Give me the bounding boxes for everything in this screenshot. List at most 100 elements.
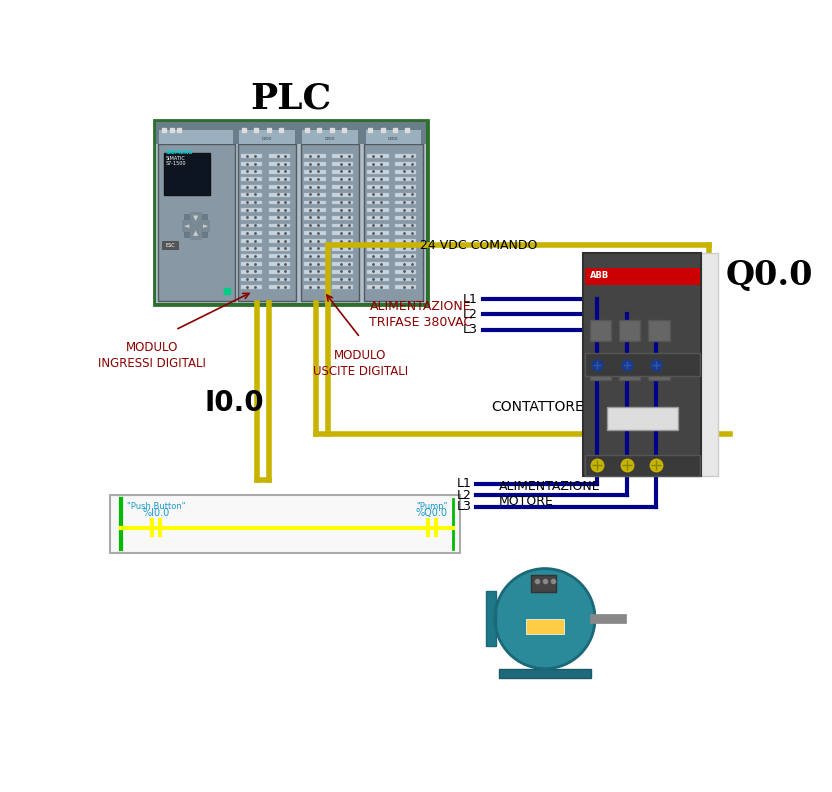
Bar <box>240 231 262 235</box>
Text: S7-1500: S7-1500 <box>166 161 186 166</box>
Bar <box>269 285 290 289</box>
Bar <box>367 200 389 204</box>
Bar <box>269 254 290 258</box>
Circle shape <box>495 569 595 668</box>
Bar <box>240 239 262 243</box>
Bar <box>367 285 389 289</box>
Text: %Q0.0: %Q0.0 <box>416 508 448 518</box>
Bar <box>302 130 358 143</box>
Bar <box>269 185 290 189</box>
Bar <box>304 177 325 181</box>
Bar <box>240 270 262 274</box>
Bar <box>590 320 612 341</box>
Bar <box>395 162 416 166</box>
Bar <box>365 130 421 143</box>
Bar <box>156 122 426 143</box>
Text: L1: L1 <box>463 292 478 306</box>
Text: "Pump": "Pump" <box>416 502 448 511</box>
Bar <box>269 277 290 281</box>
Text: "Push Button": "Push Button" <box>126 502 186 511</box>
Bar <box>531 575 556 592</box>
Bar <box>240 285 262 289</box>
Text: DI/DO: DI/DO <box>388 137 399 141</box>
Bar <box>304 154 325 158</box>
Bar <box>182 219 210 232</box>
Bar <box>161 242 178 249</box>
Bar <box>304 285 325 289</box>
Text: ESC: ESC <box>166 242 175 248</box>
Bar <box>240 185 262 189</box>
Text: %I0.0: %I0.0 <box>142 508 170 518</box>
Bar <box>367 192 389 196</box>
Bar <box>486 591 497 646</box>
Text: PLC: PLC <box>250 82 331 116</box>
Bar <box>526 619 564 634</box>
Bar <box>304 162 325 166</box>
Bar <box>269 223 290 227</box>
Bar <box>240 223 262 227</box>
Bar <box>395 223 416 227</box>
Bar <box>607 407 678 430</box>
Bar <box>269 208 290 212</box>
Bar <box>184 214 209 238</box>
Text: DI/DO: DI/DO <box>325 137 335 141</box>
Bar <box>332 200 354 204</box>
Bar <box>269 231 290 235</box>
Bar <box>332 262 354 266</box>
Bar <box>367 239 389 243</box>
Bar <box>367 162 389 166</box>
Bar <box>156 122 426 303</box>
Bar <box>367 231 389 235</box>
Bar <box>301 143 359 302</box>
Bar <box>240 216 262 219</box>
Text: CONTATTORE: CONTATTORE <box>491 400 584 414</box>
Bar <box>269 270 290 274</box>
Bar <box>498 668 592 678</box>
Bar <box>269 177 290 181</box>
Bar <box>269 216 290 219</box>
Bar <box>395 254 416 258</box>
Bar <box>240 162 262 166</box>
Bar <box>648 320 670 341</box>
Bar <box>395 200 416 204</box>
Bar <box>395 262 416 266</box>
Bar <box>648 358 670 380</box>
Bar <box>269 192 290 196</box>
Bar <box>367 169 389 173</box>
Bar <box>367 247 389 250</box>
Bar <box>304 247 325 250</box>
Bar <box>332 239 354 243</box>
Bar <box>395 154 416 158</box>
Bar <box>332 216 354 219</box>
Bar <box>701 253 718 476</box>
Bar <box>367 254 389 258</box>
Bar <box>240 169 262 173</box>
Bar <box>364 143 423 302</box>
Bar <box>367 177 389 181</box>
Text: I0.0: I0.0 <box>205 389 265 417</box>
Text: DI/DO: DI/DO <box>262 137 272 141</box>
Bar <box>304 216 325 219</box>
Bar <box>332 231 354 235</box>
Bar <box>332 247 354 250</box>
Bar <box>332 192 354 196</box>
Bar <box>332 285 354 289</box>
Bar <box>583 253 701 476</box>
Bar <box>269 239 290 243</box>
Text: Q0.0: Q0.0 <box>726 260 814 292</box>
Bar <box>159 130 233 143</box>
Bar <box>590 358 612 380</box>
Bar <box>164 153 210 195</box>
Bar <box>240 247 262 250</box>
Bar <box>395 239 416 243</box>
Text: ALIMENTAZIONE
MOTORE: ALIMENTAZIONE MOTORE <box>498 480 601 508</box>
Text: ALIMENTAZIONE
TRIFASE 380VAC: ALIMENTAZIONE TRIFASE 380VAC <box>369 300 472 329</box>
Bar <box>585 268 700 285</box>
Bar <box>395 231 416 235</box>
Bar <box>619 320 641 341</box>
Bar <box>269 162 290 166</box>
Bar <box>240 130 295 143</box>
Bar <box>304 254 325 258</box>
Bar <box>240 192 262 196</box>
Bar <box>269 247 290 250</box>
